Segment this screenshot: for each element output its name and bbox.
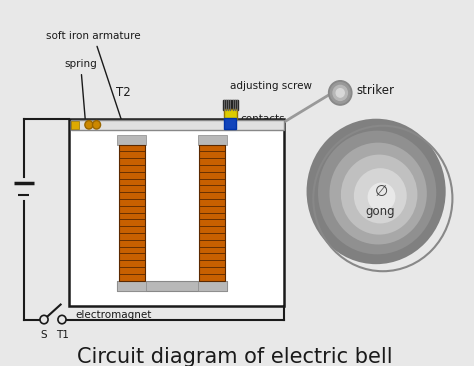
- Bar: [118, 199, 145, 206]
- Bar: [199, 151, 225, 158]
- Circle shape: [85, 120, 93, 129]
- Bar: [118, 179, 145, 185]
- Bar: [224, 109, 237, 119]
- Circle shape: [330, 83, 350, 103]
- Bar: [199, 179, 225, 185]
- Text: $\varnothing$: $\varnothing$: [374, 184, 388, 199]
- Bar: [71, 120, 284, 130]
- Text: S: S: [41, 330, 47, 340]
- Text: spring: spring: [64, 59, 97, 123]
- Bar: [118, 267, 145, 274]
- Circle shape: [336, 89, 344, 97]
- Bar: [117, 281, 146, 291]
- Bar: [117, 281, 227, 291]
- Bar: [199, 226, 225, 233]
- Bar: [199, 253, 225, 260]
- Bar: [199, 206, 225, 213]
- Text: T2: T2: [116, 86, 130, 100]
- Bar: [199, 267, 225, 274]
- Bar: [118, 233, 145, 240]
- Bar: [199, 219, 225, 226]
- Bar: [199, 185, 225, 192]
- Bar: [118, 213, 145, 219]
- Bar: [199, 213, 225, 219]
- Bar: [224, 118, 236, 128]
- Bar: [199, 274, 225, 281]
- Text: T1: T1: [56, 330, 69, 340]
- Bar: [118, 165, 145, 172]
- Circle shape: [58, 315, 66, 324]
- Text: Circuit diagram of electric bell: Circuit diagram of electric bell: [77, 347, 392, 366]
- Bar: [118, 145, 145, 281]
- Bar: [198, 135, 227, 145]
- Bar: [199, 240, 225, 247]
- Text: adjusting screw: adjusting screw: [230, 81, 312, 91]
- Bar: [118, 240, 145, 247]
- Bar: [199, 247, 225, 253]
- Bar: [199, 172, 225, 179]
- Bar: [118, 192, 145, 199]
- Text: electromagnet: electromagnet: [75, 310, 152, 320]
- Bar: [118, 206, 145, 213]
- Text: soft iron armature: soft iron armature: [46, 31, 141, 121]
- Bar: [118, 274, 145, 281]
- Text: gong: gong: [366, 205, 395, 218]
- Circle shape: [333, 85, 347, 100]
- Bar: [199, 233, 225, 240]
- Bar: [118, 260, 145, 267]
- Bar: [118, 151, 145, 158]
- Ellipse shape: [368, 183, 395, 212]
- Circle shape: [92, 120, 100, 129]
- Bar: [118, 247, 145, 253]
- Bar: [199, 260, 225, 267]
- Bar: [199, 199, 225, 206]
- Text: contacts: contacts: [240, 114, 285, 124]
- Bar: [125, 142, 138, 283]
- Bar: [117, 135, 146, 145]
- Bar: [118, 185, 145, 192]
- Ellipse shape: [329, 143, 427, 244]
- Bar: [118, 219, 145, 226]
- Bar: [206, 142, 219, 283]
- Bar: [198, 281, 227, 291]
- Ellipse shape: [318, 131, 436, 254]
- Bar: [199, 145, 225, 281]
- Bar: [199, 165, 225, 172]
- Circle shape: [40, 315, 48, 324]
- Ellipse shape: [307, 119, 446, 264]
- Bar: [118, 145, 145, 151]
- Text: striker: striker: [356, 84, 394, 97]
- Bar: [71, 121, 79, 130]
- Ellipse shape: [354, 168, 407, 224]
- Circle shape: [328, 81, 352, 105]
- Bar: [118, 226, 145, 233]
- Bar: [223, 100, 238, 110]
- Bar: [118, 158, 145, 165]
- Bar: [118, 172, 145, 179]
- Bar: [118, 253, 145, 260]
- Bar: [69, 119, 284, 306]
- Bar: [199, 145, 225, 151]
- Bar: [199, 192, 225, 199]
- Bar: [199, 158, 225, 165]
- Ellipse shape: [341, 154, 418, 235]
